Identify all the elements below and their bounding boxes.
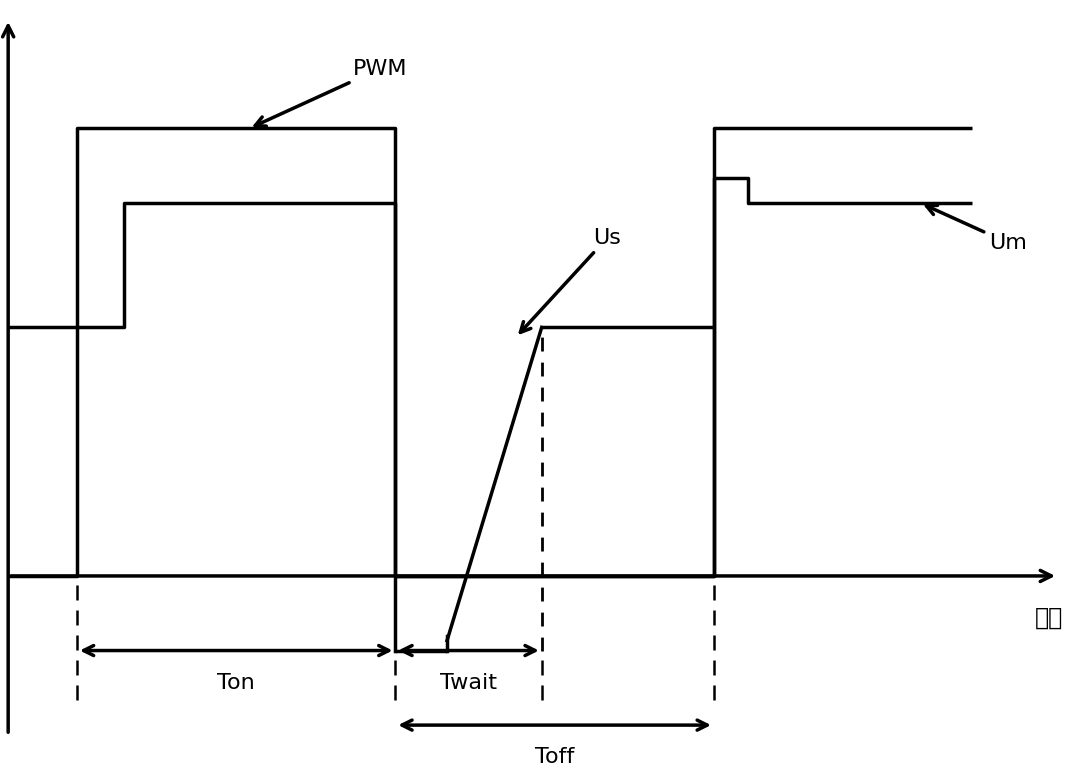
Text: Um: Um <box>926 206 1027 253</box>
Text: PWM: PWM <box>256 58 407 126</box>
Text: Toff: Toff <box>535 748 574 767</box>
Text: 时间: 时间 <box>1036 606 1064 629</box>
Text: Ton: Ton <box>218 673 255 693</box>
Text: Us: Us <box>520 227 621 333</box>
Text: Twait: Twait <box>440 673 497 693</box>
